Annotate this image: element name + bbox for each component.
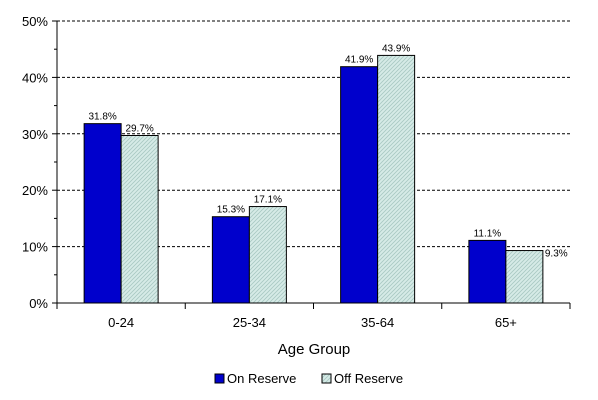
data-label: 11.1% — [474, 228, 502, 239]
tick-labels: 0% 10% 20% 30% 40% 50% 0-24 25-34 35-64 65+ — [22, 14, 517, 330]
bar-off-reserve — [377, 54, 416, 304]
data-label: 41.9% — [345, 55, 373, 66]
data-label: 17.1% — [254, 195, 282, 206]
legend-label-off-reserve: Off Reserve — [334, 371, 403, 386]
y-tick-label: 10% — [22, 240, 48, 255]
data-label: 15.3% — [217, 205, 245, 216]
data-label: 43.9% — [382, 43, 410, 54]
legend-label-on-reserve: On Reserve — [227, 371, 296, 386]
data-label: 31.8% — [88, 112, 116, 123]
data-label: 29.7% — [125, 123, 153, 134]
x-tick-label: 0-24 — [108, 315, 134, 330]
legend: On Reserve Off Reserve — [214, 371, 403, 386]
bar-off-reserve — [120, 134, 159, 304]
axes — [52, 20, 571, 309]
y-tick-label: 20% — [22, 183, 48, 198]
x-tick-label: 65+ — [495, 315, 517, 330]
x-tick-label: 25-34 — [233, 315, 266, 330]
bar-off-reserve — [505, 250, 544, 304]
bar-on-reserve — [211, 216, 250, 304]
data-labels: 31.8% 29.7% 15.3% 17.1% 41.9% 43.9% 11.1% 9.3% — [88, 43, 567, 259]
y-tick-label: 40% — [22, 70, 48, 85]
bar-off-reserve — [248, 206, 287, 304]
legend-swatch-on-reserve — [214, 373, 225, 384]
bars — [83, 54, 544, 304]
y-tick-label: 50% — [22, 14, 48, 29]
bar-on-reserve — [83, 123, 122, 304]
bar-on-reserve — [340, 66, 379, 304]
data-label: 9.3% — [545, 249, 568, 260]
bar-on-reserve — [468, 239, 507, 304]
x-tick-label: 35-64 — [361, 315, 394, 330]
y-tick-label: 0% — [29, 296, 48, 311]
legend-swatch-off-reserve — [321, 373, 332, 384]
x-axis-title: Age Group — [278, 341, 351, 358]
y-tick-label: 30% — [22, 127, 48, 142]
